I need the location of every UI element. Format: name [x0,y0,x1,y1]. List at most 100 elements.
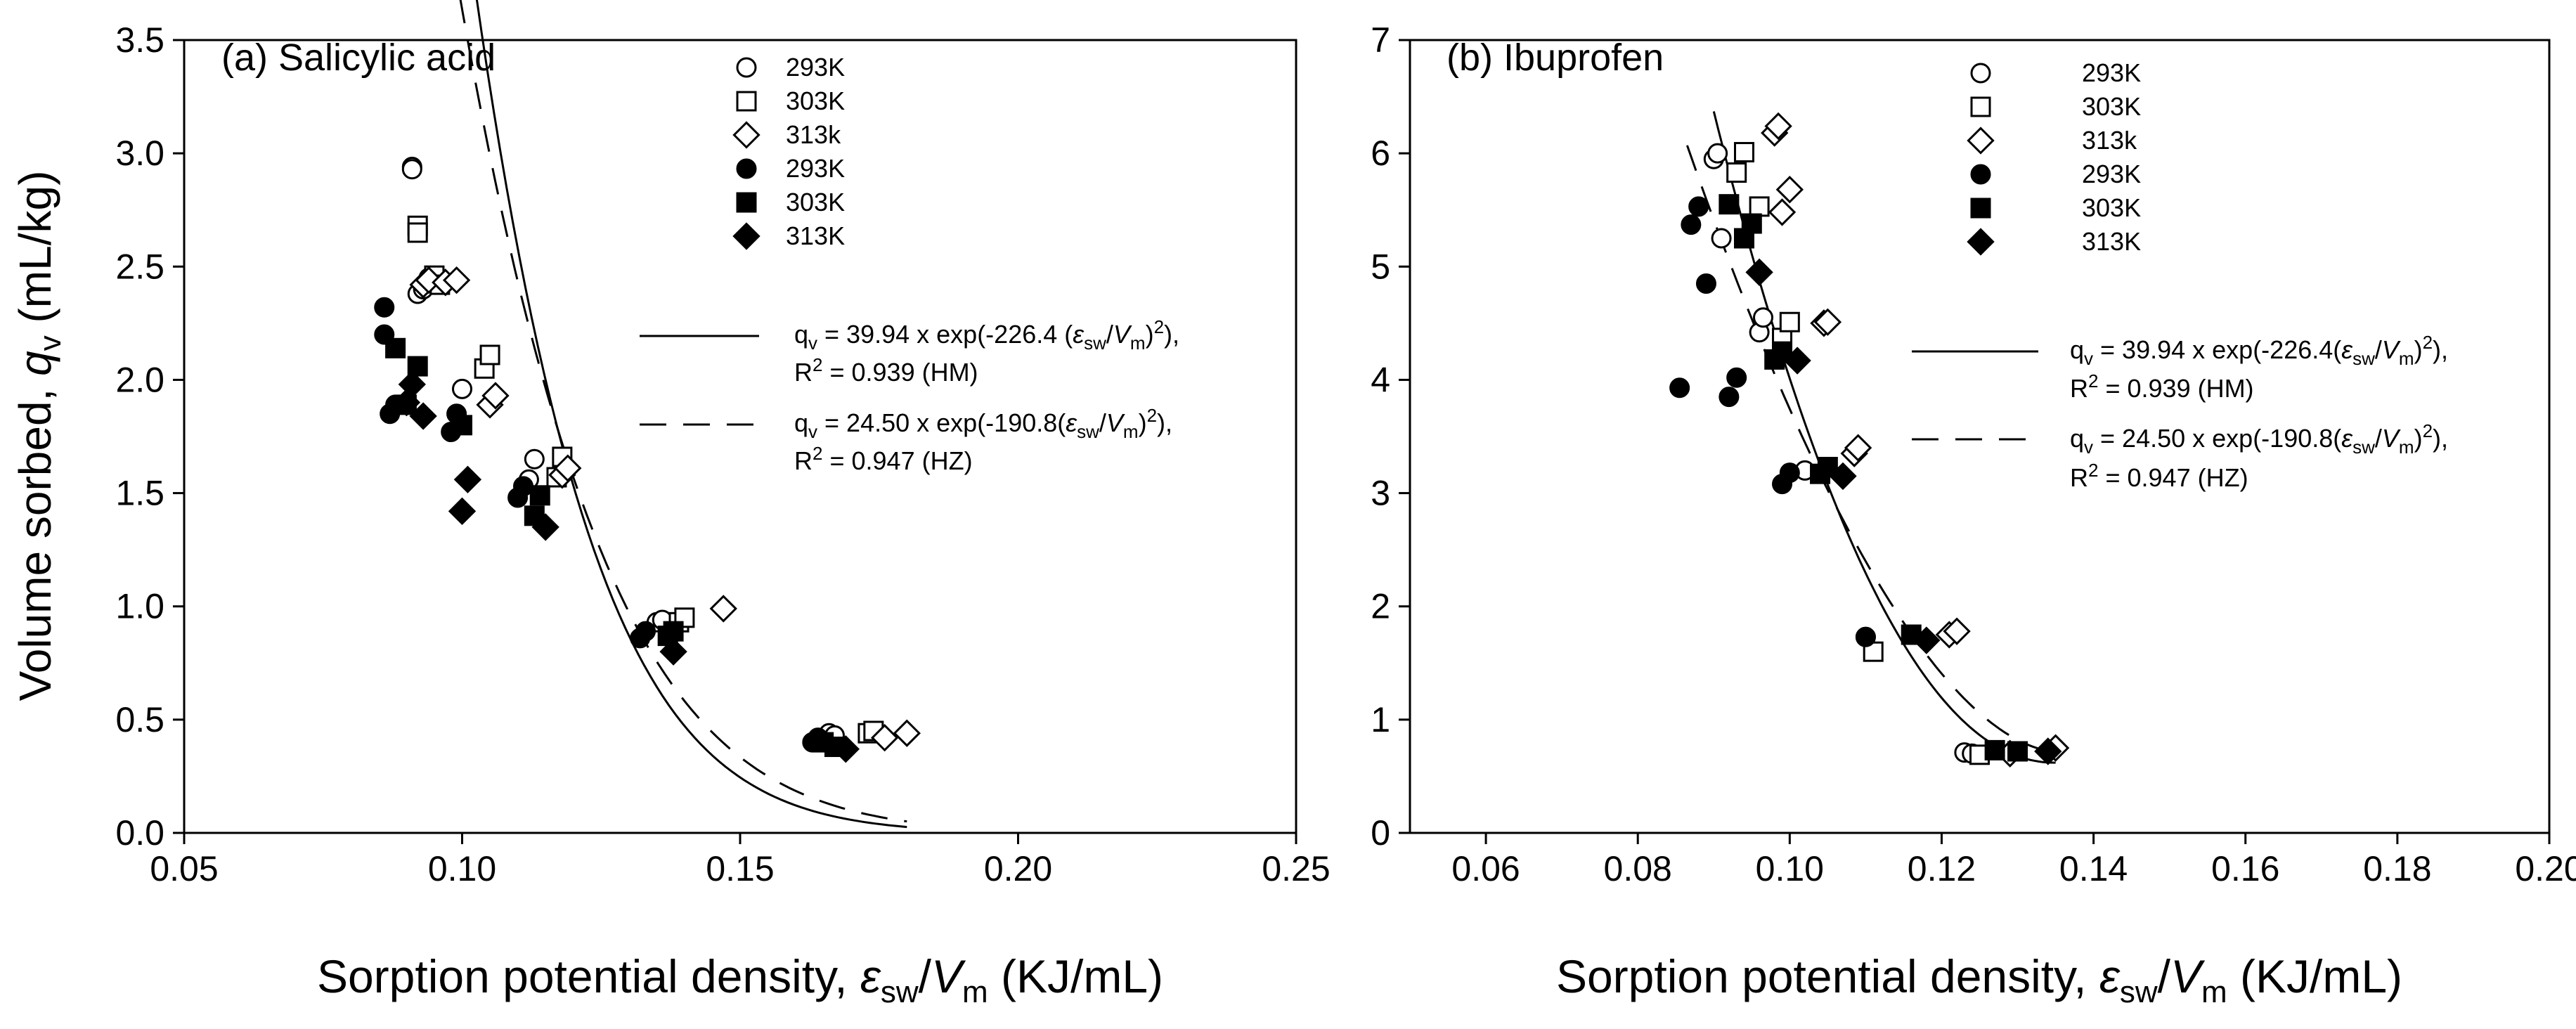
legend-marker-square-open [1970,96,1991,117]
y-tick-label: 7 [1371,20,1390,60]
fit-legend-hm-a: qv = 39.94 x exp(-226.4 (εsw/Vm)2), R2 =… [640,316,1179,387]
fit-curves-b [1685,111,2056,764]
data-point-square-filled [385,337,406,358]
data-points-a [374,156,921,763]
legend-label: 293K [786,53,845,82]
data-point-circle-open [524,448,545,470]
data-point-diamond-filled [1783,347,1811,375]
legend-marker-diamond-filled [1967,228,1995,256]
data-point-diamond-open [415,266,443,295]
fit-equation-hm-a: qv = 39.94 x exp(-226.4 (εsw/Vm)2), [794,316,1179,354]
y-tick-label: 2 [1371,587,1390,626]
legend-label: 303K [2082,193,2141,222]
x-tick-label: 0.06 [1451,849,1520,888]
legend-label: 303K [786,188,845,216]
fit-legend-hm-b: qv = 39.94 x exp(-226.4(εsw/Vm)2), R2 = … [1912,332,2448,403]
data-point-diamond-open [1775,176,1804,204]
y-tick-label: 3.5 [115,20,164,60]
data-point-circle-filled [1669,377,1690,399]
data-point-square-filled [1719,194,1740,215]
legend-label: 313k [786,120,841,149]
plot-frame-b [1409,39,2551,834]
data-point-diamond-open [481,382,510,410]
fit-equation-hz-a: qv = 24.50 x exp(-190.8(εsw/Vm)2), [794,405,1172,442]
data-point-diamond-open [554,454,582,482]
y-tick-label: 1.0 [115,587,164,626]
y-tick-label: 3.0 [115,134,164,173]
x-tick-label: 0.14 [2059,849,2128,888]
data-points-b [1669,112,2070,768]
axis-ticks-a: 0.05 0.10 0.15 0.20 0.25 0.0 0.5 1.0 1.5 2.0 2.5 3.… [115,20,1330,888]
data-point-square-filled [1741,213,1762,234]
data-point-diamond-open [1764,112,1792,141]
legend-marker-diamond-filled [732,222,760,250]
data-point-circle-filled [1726,367,1747,388]
legend-a: 293K 303K 313k 293K 303K 313K [732,53,845,250]
legend-label: 313k [2082,126,2137,155]
y-tick-label: 0 [1371,813,1390,853]
x-tick-label: 0.16 [2211,849,2279,888]
y-tick-label: 4 [1371,360,1390,399]
y-tick-label: 1 [1371,700,1390,739]
data-point-square-filled [2007,741,2028,762]
legend-b: 293K 303K 313k 293K 303K 313K [1967,58,2141,256]
fit-legend-hz-b: qv = 24.50 x exp(-190.8(εsw/Vm)2), R2 = … [1912,420,2448,492]
data-point-circle-filled [1855,626,1876,647]
data-point-diamond-filled [659,638,687,666]
data-point-square-open [407,222,428,243]
data-point-diamond-open [709,595,737,623]
x-tick-label: 0.12 [1908,849,1976,888]
data-point-square-open [1749,196,1770,217]
x-tick-label: 0.08 [1604,849,1672,888]
data-point-square-open [1726,162,1747,183]
y-tick-label: 3 [1371,474,1390,513]
data-point-circle-filled [513,476,534,497]
legend-marker-diamond-open [1967,127,1995,155]
data-point-circle-open [401,159,422,180]
data-point-diamond-filled [831,735,860,763]
fit-curve-hz [1685,145,2056,753]
data-point-diamond-open [1844,434,1872,462]
legend-marker-circle-open [1970,63,1991,84]
data-point-square-open [1733,142,1754,163]
data-point-circle-filled [1681,214,1702,235]
fit-curve-hm [475,0,907,829]
data-point-circle-filled [1695,273,1716,294]
data-point-diamond-filled [453,465,482,493]
data-point-circle-open [1707,143,1728,164]
fit-r2-hz-b: R2 = 0.947 (HZ) [2070,460,2248,492]
data-point-circle-open [452,378,472,399]
data-point-diamond-open [442,266,471,295]
y-tick-label: 0.0 [115,813,164,853]
x-tick-label: 0.20 [2515,849,2576,888]
data-point-diamond-open [1813,308,1842,336]
fit-equation-hm-b: qv = 39.94 x exp(-226.4(εsw/Vm)2), [2070,332,2448,369]
legend-label: 303K [786,86,845,115]
data-point-square-filled [1817,457,1838,478]
legend-marker-square-filled [736,192,757,213]
legend-label: 293K [2082,160,2141,188]
panel-b-ibuprofen: 0.06 0.08 0.10 0.12 0.14 0.16 0.18 0.20 0 1 2 3 4 5 6 7… [1371,20,2576,1009]
y-tick-label: 6 [1371,134,1390,173]
data-point-square-filled [1772,341,1793,362]
legend-marker-circle-open [736,57,757,78]
fit-legend-hz-a: qv = 24.50 x exp(-190.8(εsw/Vm)2), R2 = … [640,405,1172,475]
x-tick-label: 0.05 [150,849,218,888]
y-tick-label: 2.5 [115,247,164,286]
panel-a-salicylic-acid: 0.05 0.10 0.15 0.20 0.25 0.0 0.5 1.0 1.5 2.0 2.5 3.… [10,0,1331,1009]
data-point-square-open [1779,311,1800,332]
legend-label: 313K [2082,227,2141,256]
data-point-diamond-filled [1745,258,1773,287]
data-point-circle-filled [1688,196,1709,217]
x-axis-label-b: Sorption potential density, εsw/Vm (KJ/m… [1556,950,2402,1009]
data-point-square-filled [529,485,550,506]
x-tick-label: 0.20 [984,849,1052,888]
data-point-square-filled [663,621,684,642]
legend-label: 313K [786,221,845,250]
fit-r2-hm-a: R2 = 0.939 (HM) [794,354,978,387]
panel-title-b: (b) Ibuprofen [1446,37,1664,79]
data-point-diamond-filled [448,497,477,526]
data-point-diamond-open [1943,617,1971,645]
data-point-circle-filled [1719,387,1740,408]
